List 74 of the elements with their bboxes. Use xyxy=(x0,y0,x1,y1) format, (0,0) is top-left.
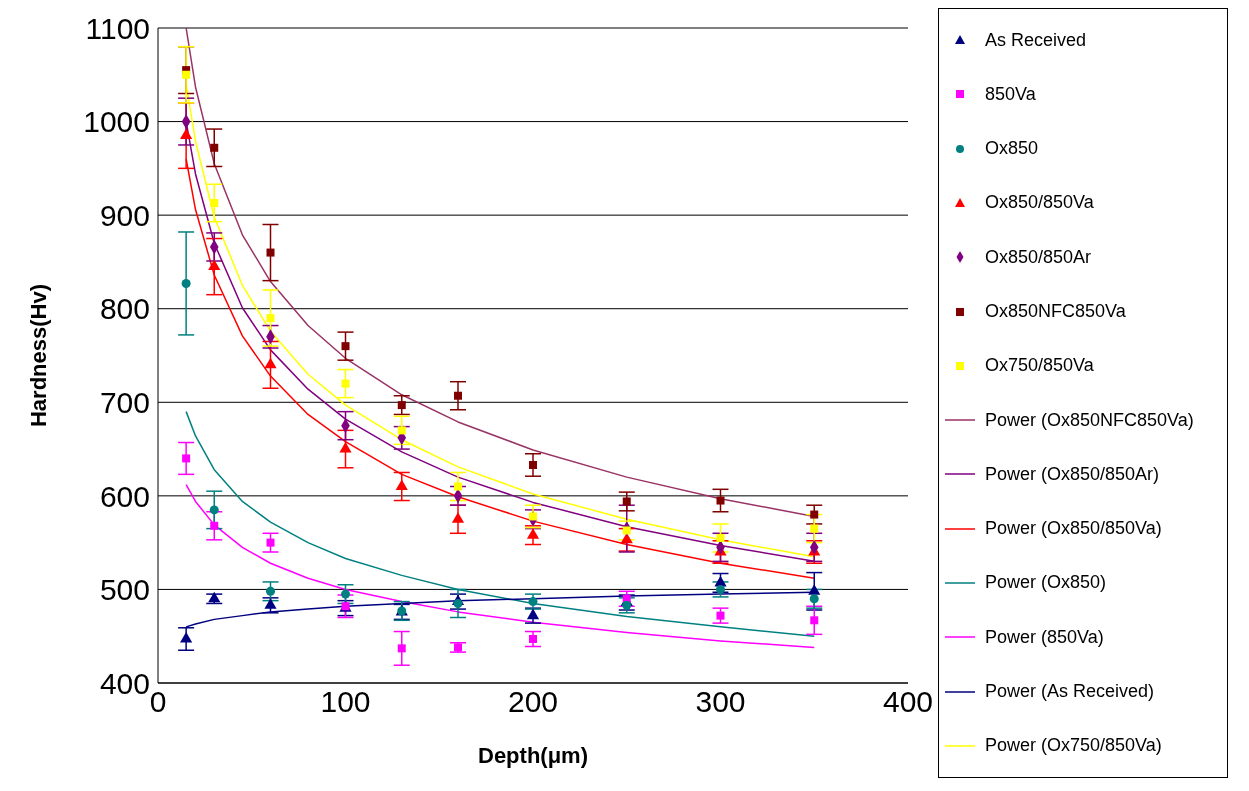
point xyxy=(529,460,537,469)
point xyxy=(182,454,191,463)
y-tick-label: 900 xyxy=(99,198,150,232)
point xyxy=(181,278,191,288)
point xyxy=(810,616,819,625)
point xyxy=(264,357,277,369)
legend-label: Ox850/850Ar xyxy=(985,246,1092,268)
y-axis-title: Hardness(Hv) xyxy=(25,283,51,428)
point xyxy=(266,248,275,257)
point xyxy=(809,594,819,604)
point xyxy=(339,442,352,453)
point xyxy=(810,524,819,533)
y-tick-label: 600 xyxy=(99,479,150,513)
y-tick-label: 700 xyxy=(99,385,150,419)
point xyxy=(716,611,725,620)
point xyxy=(716,496,725,505)
point xyxy=(209,505,219,515)
point xyxy=(622,600,632,610)
point xyxy=(622,497,631,506)
point xyxy=(210,143,219,152)
point xyxy=(397,401,406,410)
legend-label: Ox850NFC850Va xyxy=(985,301,1126,323)
x-tick-label: 0 xyxy=(149,685,167,719)
point xyxy=(454,482,462,491)
point xyxy=(266,314,275,323)
point xyxy=(529,635,537,644)
legend-label: Power (Ox750/850Va) xyxy=(985,735,1162,757)
point xyxy=(397,426,406,435)
point xyxy=(451,512,465,523)
point xyxy=(395,479,408,491)
x-tick-label: 200 xyxy=(507,685,559,719)
legend-label: Power (As Received) xyxy=(985,681,1155,703)
point xyxy=(528,597,538,607)
y-tick-label: 1000 xyxy=(83,105,150,139)
x-tick-label: 100 xyxy=(320,685,371,719)
legend-label: As Received xyxy=(985,29,1087,51)
point xyxy=(526,608,540,620)
legend-label: Power (850Va) xyxy=(985,626,1104,648)
point xyxy=(180,128,193,140)
point xyxy=(716,533,725,542)
point xyxy=(453,598,463,608)
legend-label: Power (Ox850/850Va) xyxy=(985,518,1162,540)
point xyxy=(526,528,540,539)
point xyxy=(208,259,221,271)
point xyxy=(340,589,351,599)
legend-label: Power (Ox850NFC850Va) xyxy=(985,409,1194,431)
point xyxy=(454,391,462,400)
point xyxy=(622,526,631,535)
point xyxy=(397,644,406,653)
legend-label: Ox750/850Va xyxy=(985,355,1094,377)
x-axis-title: Depth(μm) xyxy=(478,743,588,768)
legend-label: Power (Ox850) xyxy=(985,572,1107,594)
legend-label: Ox850 xyxy=(985,138,1039,160)
point xyxy=(210,198,219,207)
point xyxy=(715,584,726,594)
point xyxy=(266,538,275,547)
point xyxy=(264,598,277,609)
point xyxy=(810,510,819,519)
y-tick-label: 500 xyxy=(99,573,150,607)
point xyxy=(808,584,821,595)
legend-label: Power (Ox850/850Ar) xyxy=(985,463,1160,485)
legend-label: Ox850/850Va xyxy=(985,192,1094,214)
point xyxy=(341,379,350,388)
point xyxy=(180,632,193,643)
point xyxy=(182,70,191,79)
line-series xyxy=(185,483,815,649)
y-tick-label: 800 xyxy=(99,292,150,326)
legend-label: 850Va xyxy=(985,83,1036,105)
point xyxy=(341,342,350,351)
x-tick-label: 300 xyxy=(695,685,746,719)
point xyxy=(265,586,276,596)
x-tick-label: 400 xyxy=(882,685,934,719)
point xyxy=(210,521,219,530)
y-tick-label: 1100 xyxy=(85,11,150,45)
